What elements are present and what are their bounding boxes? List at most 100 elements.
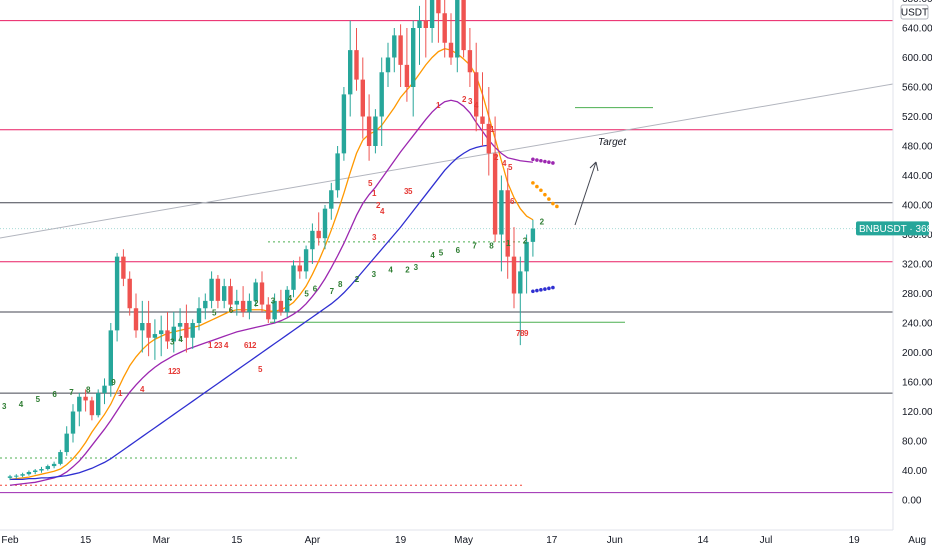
sequence-count-green: 6 (456, 246, 461, 255)
sequence-count-green: 5 (304, 289, 309, 298)
sequence-count-green: 2 (405, 265, 410, 274)
candle (474, 72, 479, 117)
candle (190, 323, 195, 338)
blue-projection-dot (535, 288, 539, 293)
sequence-count-green: 3 (271, 297, 276, 306)
candle (83, 396, 88, 401)
orange-ma-line (9, 47, 534, 480)
currency-label: USDT (901, 8, 928, 19)
candle (492, 153, 498, 235)
sequence-count-green: 8 (489, 241, 494, 250)
candle (303, 249, 309, 272)
x-tick-label: Aug (908, 535, 926, 546)
candle (165, 330, 170, 342)
blue-projection-dot (531, 289, 535, 294)
sequence-count-red: 5 (408, 187, 413, 196)
sequence-count-green: 3 (170, 337, 175, 346)
sequence-count-red: 1 (372, 189, 377, 198)
candle (335, 153, 340, 191)
y-tick-label: 600.00 (902, 53, 932, 64)
candle (89, 400, 95, 416)
candle (133, 308, 139, 331)
blue-ma-line (10, 144, 489, 481)
sequence-count-red: 3 (176, 367, 181, 376)
candle (429, 0, 435, 28)
sequence-count-red: 1 (248, 341, 253, 350)
x-tick-label: Feb (1, 535, 19, 546)
x-tick-label: Jun (607, 535, 623, 546)
candle (360, 79, 365, 117)
candle (379, 72, 384, 117)
x-tick-label: May (454, 535, 473, 546)
purple-projection-dot (539, 158, 543, 163)
purple-projection-dot (531, 157, 535, 162)
time-axis[interactable]: Feb 15 Mar 15 Apr 19 May 17 Jun 14 Jul 19 Aug (1, 535, 926, 546)
candle (14, 475, 19, 477)
sequence-count-red: 4 (474, 101, 479, 110)
candle (480, 116, 485, 124)
sequence-count-green: 2 (540, 217, 545, 226)
y-tick-label: 480.00 (902, 142, 932, 153)
candle (417, 20, 422, 28)
candle (222, 286, 227, 301)
y-tick-label: 160.00 (902, 378, 932, 389)
x-tick-label: Apr (305, 535, 321, 546)
sequence-count-green: 8 (338, 280, 343, 289)
candle (329, 190, 334, 209)
x-tick-label: 19 (849, 535, 861, 546)
y-tick-label: 680.00 (902, 0, 932, 5)
last-price-badge: BNBUSDT · 368.25 (856, 221, 932, 236)
candle (505, 190, 510, 257)
y-tick-label: 520.00 (902, 112, 932, 123)
candle (448, 42, 454, 58)
candle (20, 474, 25, 476)
sequence-count-green: 5 (212, 309, 217, 318)
candle (278, 300, 284, 312)
candle (58, 452, 63, 464)
price-axis[interactable]: 0.00 40.00 80.00 120.00 160.00 200.00 240.00 28… (902, 0, 932, 507)
sequence-count-red: 9 (524, 329, 529, 338)
candle (184, 323, 189, 338)
candle (77, 396, 82, 412)
candle (530, 228, 536, 242)
candle (64, 433, 69, 453)
candle (209, 278, 214, 301)
candle (247, 300, 252, 312)
sequence-count-red: 3 (404, 187, 409, 196)
candle (518, 271, 523, 294)
blue-projection-dot (543, 287, 547, 291)
sequence-count-green: 4 (388, 265, 393, 274)
candle (310, 230, 315, 250)
sequence-count-green: 7 (472, 241, 477, 250)
sequence-count-red: 2 (376, 201, 381, 210)
candle (33, 470, 38, 472)
candle (411, 28, 416, 87)
candle (253, 282, 258, 301)
purple-projection-dot (543, 159, 547, 164)
currency-badge[interactable]: USDT (900, 4, 929, 20)
candle (354, 50, 359, 80)
orange-projection-dot (531, 181, 535, 185)
candle (171, 326, 176, 342)
candle (51, 463, 57, 467)
y-tick-label: 560.00 (902, 83, 932, 94)
trend-lines (0, 83, 894, 239)
x-tick-label: 19 (395, 535, 407, 546)
candle (7, 476, 13, 478)
sequence-count-red: 2 (494, 153, 499, 162)
sequence-count-green: 4 (19, 400, 24, 409)
candle (316, 230, 321, 239)
candle (442, 13, 447, 43)
sequence-count-green: 4 (178, 335, 183, 344)
sequence-count-red: 6 (510, 197, 515, 206)
sequence-count-green: 5 (36, 395, 41, 404)
sequence-count-red: 2 (252, 341, 257, 350)
candle (404, 64, 410, 87)
purple-projection-dot (535, 158, 539, 162)
sequence-count-green: 7 (330, 287, 335, 296)
candle (392, 35, 397, 58)
y-tick-label: 80.00 (902, 437, 927, 448)
sequence-count-red: 7 (516, 329, 521, 338)
